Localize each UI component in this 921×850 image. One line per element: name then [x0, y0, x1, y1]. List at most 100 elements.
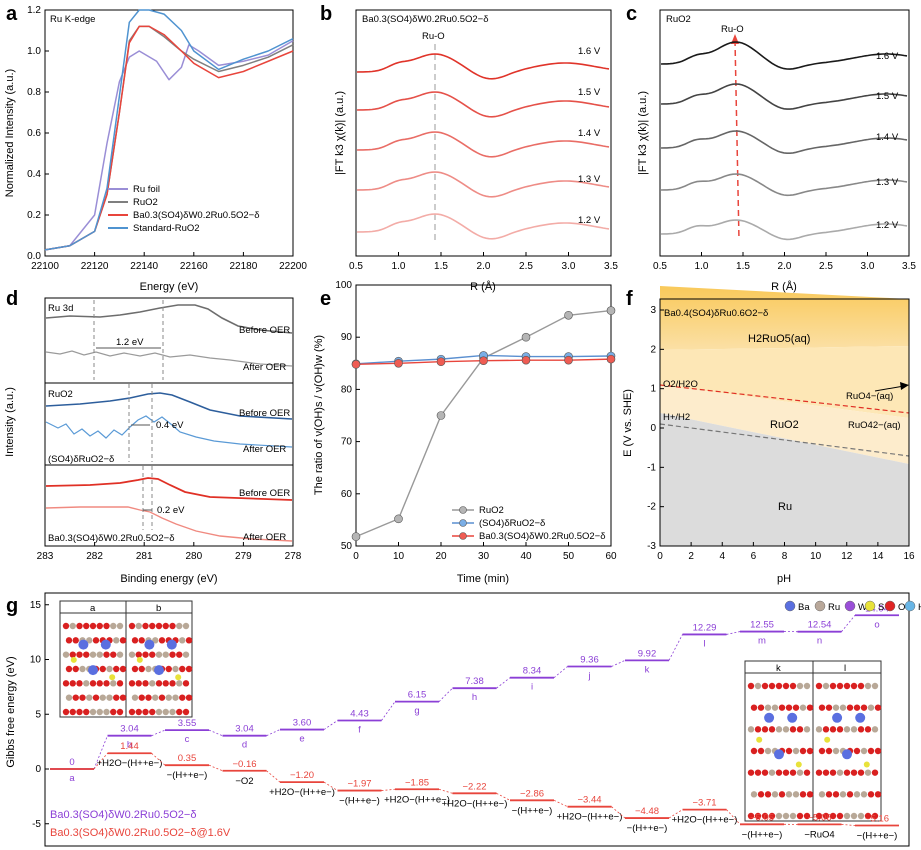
slab-atom: [119, 665, 127, 673]
value-label-purple: 3.04: [235, 724, 254, 735]
slab-atom: [92, 694, 100, 701]
slab-atom: [185, 637, 193, 644]
slab-atom: [778, 704, 786, 711]
data-point: [394, 514, 403, 524]
step-label: −O2: [235, 776, 253, 787]
slab-atom: [806, 747, 814, 755]
step-label: −(H++e−): [857, 831, 898, 842]
legend-e: RuO2 (SO4)δRuO2−δ Ba0.3(SO4)δW0.2Ru0.5O2−δ: [452, 505, 605, 542]
connector-purple: [668, 634, 683, 661]
slab-atom: [761, 726, 769, 733]
slab-atom: [65, 665, 73, 673]
x-axis-label-b: R (Å): [470, 280, 496, 293]
slab-atom: [179, 694, 186, 701]
value-label-red: −1.85: [405, 777, 429, 788]
slab-atom: [829, 769, 837, 776]
slab-atom: [103, 622, 110, 630]
slab-atom: [815, 726, 823, 733]
slab-atom: [843, 769, 851, 776]
slab-atom: [874, 704, 882, 711]
y-axis-label-d: Intensity (a.u.): [4, 387, 16, 457]
slab-atom: [176, 680, 183, 687]
step-letter: n: [817, 636, 822, 647]
data-point: [521, 355, 531, 365]
y-tick-label: 3: [650, 305, 656, 316]
slab-atom: [72, 665, 79, 673]
y-tick-label: 0.6: [27, 128, 41, 139]
y-ticks-g: 15 10 5 0 -5: [30, 600, 49, 830]
voltage-label: 1.2 V: [876, 220, 899, 231]
x-tick-label: 22180: [229, 261, 257, 272]
data-point: [606, 306, 616, 315]
slab-atom: [182, 708, 190, 716]
legend-label: Ba0.3(SO4)δW0.2Ru0.5O2−δ: [133, 210, 259, 221]
connector-red: [323, 781, 338, 791]
slab-atom: [62, 708, 70, 716]
slab-atom: [131, 637, 139, 644]
slab-atom: [803, 812, 811, 820]
ratio-line-0: [355, 309, 612, 538]
axes-frame-b: [355, 9, 612, 257]
slab-atom: [69, 680, 76, 687]
slab-atom: [162, 622, 169, 630]
x-tick-label: 16: [903, 551, 915, 562]
structure-inset-left: a b: [59, 600, 193, 718]
slab-atom: [76, 622, 83, 630]
slab-atom: [142, 622, 149, 630]
axes-frame-g: [44, 592, 910, 847]
slab-atom: [782, 726, 790, 733]
slab-atom: [92, 637, 100, 644]
step-letter: g: [414, 706, 419, 717]
slab-atom: [771, 791, 779, 798]
s-atom: [175, 674, 182, 681]
slab-atom: [792, 791, 800, 798]
slab-atom: [110, 680, 117, 687]
slab-atom: [799, 747, 807, 755]
slab-atom: [110, 622, 117, 630]
y-tick-label: 0: [35, 764, 41, 775]
x-tick-label: 278: [285, 551, 302, 562]
step-letter: f: [358, 724, 361, 735]
slab-atom: [83, 651, 90, 658]
value-label-red: −3.44: [577, 795, 601, 806]
panel-letter-e: e: [320, 288, 331, 310]
shift-value-d2: 0.4 eV: [156, 420, 184, 431]
slab-atom: [815, 682, 823, 690]
slab-atom: [155, 708, 163, 716]
slab-atom: [843, 812, 851, 820]
ft-curve: [660, 173, 908, 197]
slab-atom: [106, 694, 113, 701]
x-tick-label: 1.0: [695, 261, 709, 272]
slab-atom: [822, 682, 830, 690]
step-label: −(H++e−): [512, 805, 553, 816]
slab-atom: [158, 694, 166, 701]
atom-o-icon: [884, 600, 896, 612]
step-label: −(H++e−): [167, 770, 208, 781]
after-label-d1: After OER: [243, 362, 286, 373]
slab-atom: [152, 637, 159, 644]
x-tick-label: 282: [86, 551, 103, 562]
legend-label: Standard-RuO2: [133, 223, 200, 234]
ba-atom: [832, 712, 843, 723]
x-tick-label: 3.5: [902, 261, 916, 272]
o2-h2o-line: [659, 384, 910, 414]
y-tick-label: 2: [650, 344, 656, 355]
x-tick-label: 30: [478, 551, 490, 562]
ft-curve: [356, 91, 610, 118]
region-label-h2ruo5: H2RuO5(aq): [748, 333, 810, 345]
value-label-purple: 3.60: [293, 718, 312, 729]
after-label-d2: After OER: [243, 444, 286, 455]
slab-atom: [135, 651, 142, 658]
slab-atom: [169, 622, 176, 630]
slab-atom: [182, 622, 190, 630]
ratio-series: [351, 306, 616, 541]
atom-s-icon: [864, 600, 876, 612]
legend-label: Ba0.3(SO4)δW0.2Ru0.5O2−δ: [479, 531, 605, 542]
slab-atom: [764, 704, 772, 711]
x-tick-label: 22200: [279, 261, 307, 272]
slab-atom: [832, 791, 840, 798]
value-label-purple: 0: [69, 757, 74, 768]
slab-atom: [69, 622, 76, 630]
slab-atom: [864, 726, 872, 733]
x-tick-label: 280: [185, 551, 202, 562]
